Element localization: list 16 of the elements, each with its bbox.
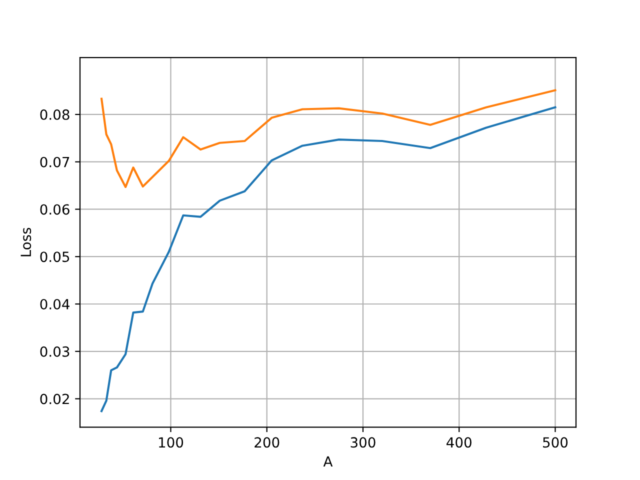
- x-axis-title: A: [323, 456, 333, 466]
- y-tick-label: 0.06: [40, 204, 70, 215]
- x-tick-label: 200: [254, 437, 280, 448]
- x-tick-label: 100: [159, 437, 184, 448]
- y-tick-label: 0.02: [40, 394, 69, 404]
- x-tick-label: 400: [446, 437, 472, 448]
- y-tick-label: 0.03: [40, 346, 70, 357]
- line-series: [100, 89, 556, 188]
- y-tick-label: 0.04: [40, 298, 70, 310]
- y-axis-title: Loss: [20, 228, 32, 256]
- x-tick-label: 500: [543, 437, 568, 448]
- line-series: [100, 106, 556, 412]
- x-tick-label: 300: [350, 437, 376, 448]
- y-tick-label: 0.07: [40, 156, 70, 168]
- y-tick-label: 0.05: [40, 252, 70, 262]
- y-tick-label: 0.08: [40, 109, 70, 120]
